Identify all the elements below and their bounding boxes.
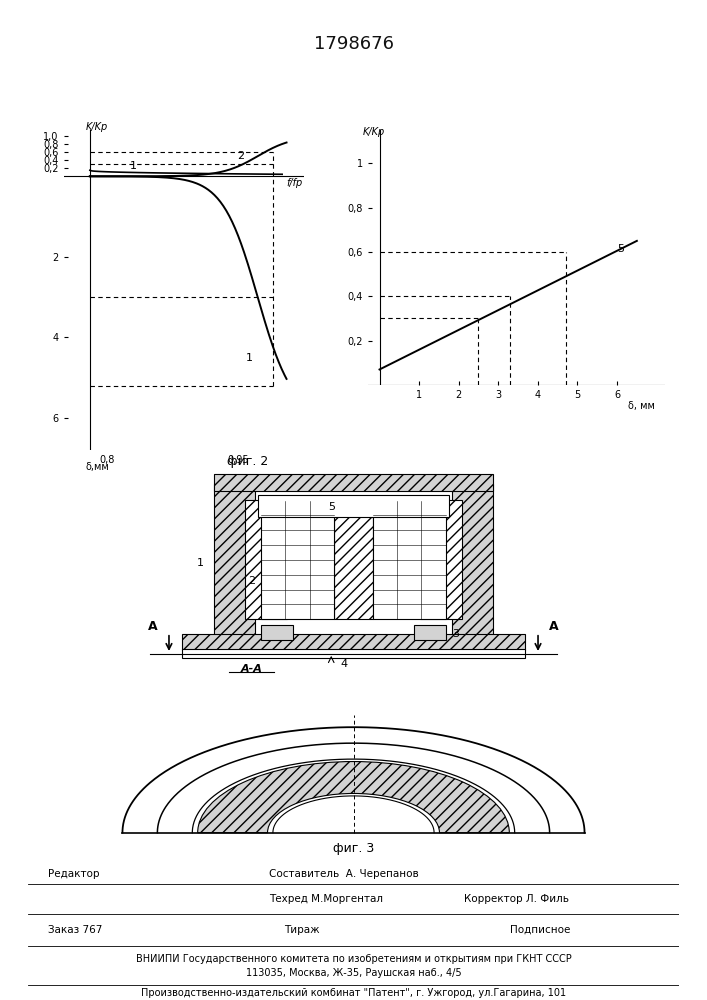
Bar [421,500,462,619]
Text: K/Kр: K/Kр [86,122,107,132]
Text: δ,мм: δ,мм [86,462,110,472]
Text: Составитель  А. Черепанов: Составитель А. Черепанов [269,869,419,879]
Text: δ, мм: δ, мм [628,401,655,411]
Bar [452,484,493,636]
Text: A: A [148,620,158,633]
Bar [373,500,446,619]
Text: 113035, Москва, Ж-35, Раушская наб., 4/5: 113035, Москва, Ж-35, Раушская наб., 4/5 [246,968,461,978]
Text: A: A [549,620,559,633]
Text: 1: 1 [197,558,204,568]
Text: Производственно-издательский комбинат "Патент", г. Ужгород, ул.Гагарина, 101: Производственно-издательский комбинат "П… [141,988,566,998]
Text: 2: 2 [237,151,244,161]
Text: 2: 2 [247,576,255,586]
Text: Тираж: Тираж [284,925,320,935]
Text: 1: 1 [245,353,252,363]
Bar [214,474,493,491]
Text: Заказ 767: Заказ 767 [48,925,103,935]
Bar [258,495,449,517]
Text: фиг. 3: фиг. 3 [333,842,374,855]
Text: 4: 4 [340,659,348,669]
Text: 1: 1 [130,161,137,171]
Bar [182,649,525,658]
Text: 5: 5 [617,244,624,254]
Text: фиг. 2: фиг. 2 [227,455,268,468]
Text: f/fр: f/fр [286,178,303,188]
Text: Редактор: Редактор [48,869,99,879]
Text: K/Kр: K/Kр [363,127,385,137]
Text: 3: 3 [452,629,459,639]
Bar [245,500,287,619]
Text: Подписное: Подписное [510,925,570,935]
Bar [334,500,373,619]
Text: A-A: A-A [241,664,262,674]
Bar [262,625,293,640]
Text: Корректор Л. Филь: Корректор Л. Филь [464,894,569,904]
Text: Техред М.Моргентал: Техред М.Моргентал [269,894,383,904]
Bar [214,484,255,636]
Text: ВНИИПИ Государственного комитета по изобретениям и открытиям при ГКНТ СССР: ВНИИПИ Государственного комитета по изоб… [136,954,571,964]
Bar [414,625,446,640]
Bar [262,500,334,619]
Bar [182,634,525,650]
Text: 5: 5 [328,502,334,512]
Text: 1798676: 1798676 [313,35,394,53]
Wedge shape [198,762,509,833]
